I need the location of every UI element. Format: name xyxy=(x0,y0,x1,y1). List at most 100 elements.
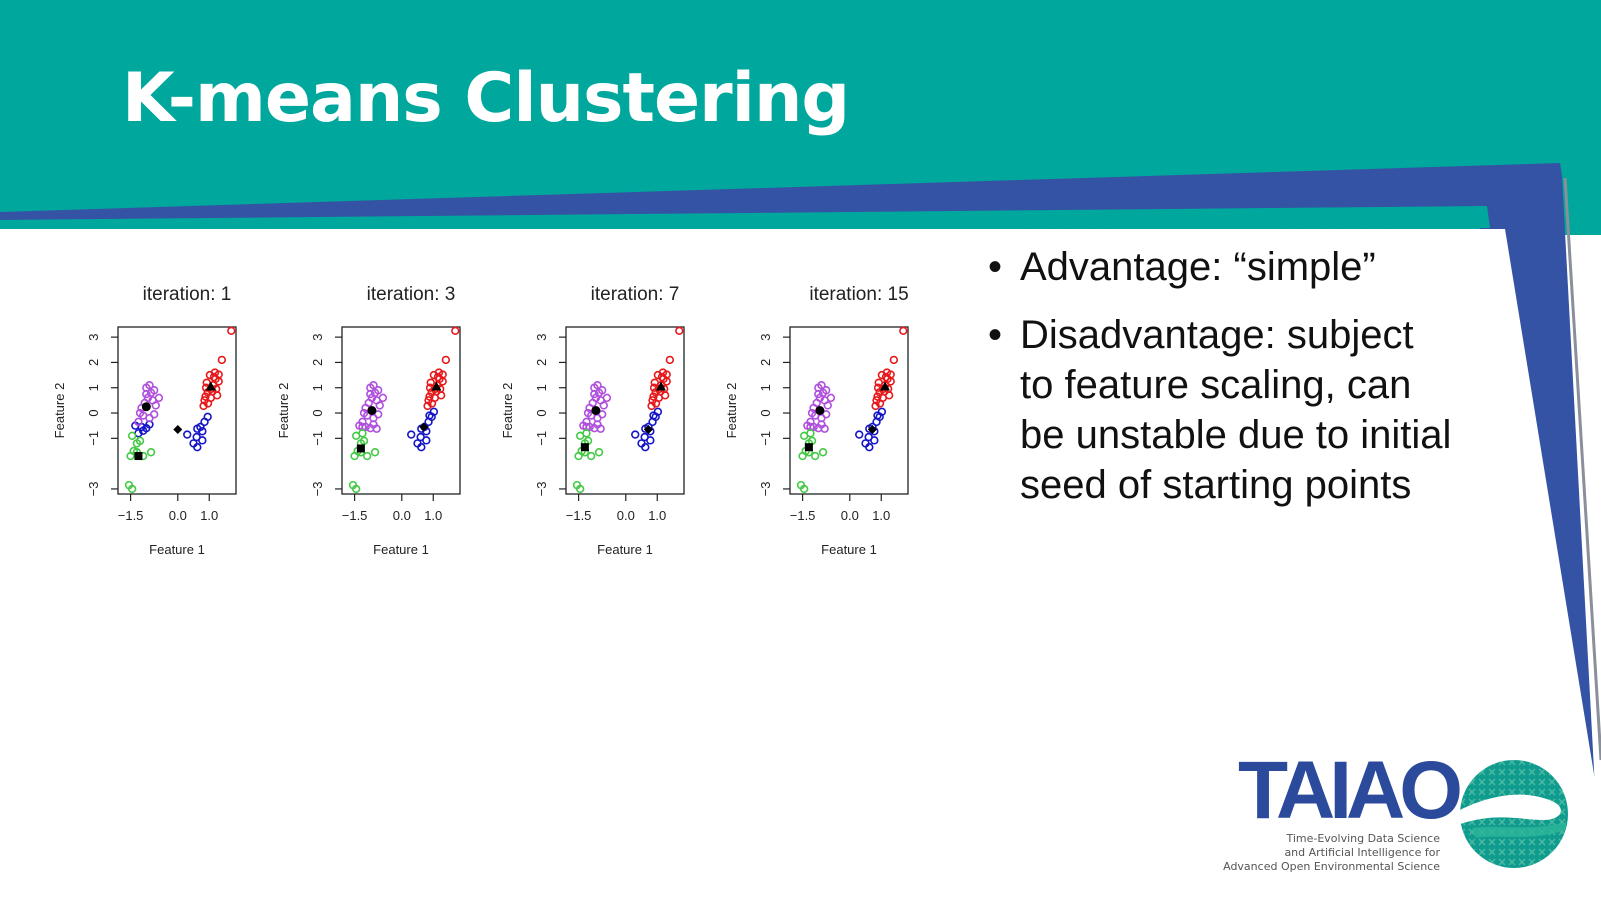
data-point xyxy=(826,393,836,403)
y-tick-label: −3 xyxy=(758,482,773,497)
data-point xyxy=(183,430,192,439)
data-point xyxy=(865,442,874,452)
x-tick-label: −1.5 xyxy=(790,508,816,523)
data-point xyxy=(433,372,443,382)
x-tick-label: −1.5 xyxy=(566,508,592,523)
bullet-advantage: Advantage: “simple” xyxy=(988,242,1458,292)
data-point xyxy=(889,355,899,365)
y-tick-label: −1 xyxy=(534,431,549,446)
logo-emblem-icon xyxy=(1460,760,1568,868)
data-point xyxy=(814,389,823,399)
y-tick-label: 2 xyxy=(86,359,101,366)
data-point xyxy=(217,355,227,365)
y-tick-label: −1 xyxy=(86,431,101,446)
data-point xyxy=(631,430,640,439)
x-tick-label: −1.5 xyxy=(118,508,144,523)
data-point xyxy=(127,431,137,441)
data-point xyxy=(422,436,431,445)
centroid-marker xyxy=(134,452,143,461)
data-point xyxy=(649,411,658,420)
data-point xyxy=(202,378,211,387)
data-point xyxy=(375,401,384,410)
data-point xyxy=(810,451,820,461)
data-point xyxy=(417,442,426,452)
data-point xyxy=(145,380,154,390)
plot-frame xyxy=(565,326,685,495)
y-axis-label: Feature 2 xyxy=(500,383,515,439)
data-point xyxy=(649,383,659,392)
x-axis-label: Feature 1 xyxy=(597,542,653,557)
y-tick-label: 1 xyxy=(758,384,773,391)
data-point xyxy=(370,448,380,457)
data-point xyxy=(203,412,212,422)
data-point xyxy=(871,401,880,411)
data-point xyxy=(362,451,372,461)
data-point xyxy=(647,401,656,411)
data-point xyxy=(441,355,451,365)
plot-title: iteration: 7 xyxy=(591,284,680,305)
data-point xyxy=(593,380,602,390)
data-point xyxy=(138,426,148,435)
centroid-marker xyxy=(804,443,813,452)
y-tick-label: 0 xyxy=(86,409,101,416)
data-point xyxy=(151,401,160,410)
centroid-marker xyxy=(580,443,589,452)
data-point xyxy=(575,484,585,494)
data-point xyxy=(599,401,608,410)
y-tick-label: 3 xyxy=(534,334,549,341)
data-point xyxy=(821,386,831,395)
data-point xyxy=(423,401,432,411)
scatter-panel-2: iteration: 3 −1.5 0.0 1.0 −3 −1 0 1 2 3 Feature 1 F… xyxy=(276,284,461,557)
slide-title: K-means Clustering xyxy=(122,59,850,138)
data-point xyxy=(198,436,207,445)
y-tick-label: −1 xyxy=(310,431,325,446)
data-point xyxy=(361,422,370,432)
data-point xyxy=(373,410,383,419)
data-point xyxy=(650,378,659,387)
centroid-marker xyxy=(173,424,183,434)
y-tick-label: 1 xyxy=(310,384,325,391)
data-point xyxy=(881,372,891,382)
data-point xyxy=(657,372,667,382)
data-point xyxy=(823,401,832,410)
centroid-marker xyxy=(205,381,216,391)
scatter-panel-3: iteration: 7 −1.5 0.0 1.0 −3 −1 0 1 2 3 Feature 1 F… xyxy=(500,284,685,557)
plot-title: iteration: 1 xyxy=(143,284,232,305)
x-tick-label: 1.0 xyxy=(200,508,218,523)
y-tick-label: 2 xyxy=(534,359,549,366)
data-point xyxy=(586,451,596,461)
data-point xyxy=(806,429,815,438)
data-point xyxy=(817,380,826,390)
centroid-marker xyxy=(356,444,365,453)
scatter-panel-1: iteration: 1 −1.5 0.0 1.0 −3 −1 0 1 2 3 Feature 1 F… xyxy=(52,284,237,557)
data-point xyxy=(870,436,879,445)
data-point xyxy=(649,392,658,401)
data-point xyxy=(127,484,137,494)
data-point xyxy=(135,436,145,446)
x-tick-label: 0.0 xyxy=(169,508,187,523)
ribbon-shadow xyxy=(1563,177,1601,761)
x-tick-label: 1.0 xyxy=(424,508,442,523)
centroid-marker xyxy=(656,381,667,391)
data-point xyxy=(594,448,604,457)
y-tick-label: 3 xyxy=(86,334,101,341)
y-tick-label: −3 xyxy=(534,482,549,497)
logo-line-2: and Artificial Intelligence for xyxy=(1284,846,1440,859)
data-point xyxy=(351,484,361,494)
y-tick-label: 1 xyxy=(86,384,101,391)
data-point xyxy=(590,389,599,399)
y-tick-label: 0 xyxy=(310,409,325,416)
kmeans-iteration-plots: iteration: 1 −1.5 0.0 1.0 −3 −1 0 1 2 3 Feature 1 F… xyxy=(48,278,948,578)
y-tick-label: −3 xyxy=(86,482,101,497)
header-teal-strip xyxy=(0,206,1490,230)
y-tick-label: 0 xyxy=(534,409,549,416)
plot-frame xyxy=(117,326,237,495)
data-point xyxy=(574,451,583,461)
data-point xyxy=(134,417,143,427)
data-point xyxy=(436,391,446,400)
data-point xyxy=(366,389,375,399)
centroid-marker xyxy=(419,422,429,432)
scatter-panel-4: iteration: 15 −1.5 0.0 1.0 −3 −1 0 1 2 3 Feature 1… xyxy=(724,284,909,557)
data-point xyxy=(146,448,156,457)
y-tick-label: −1 xyxy=(758,431,773,446)
